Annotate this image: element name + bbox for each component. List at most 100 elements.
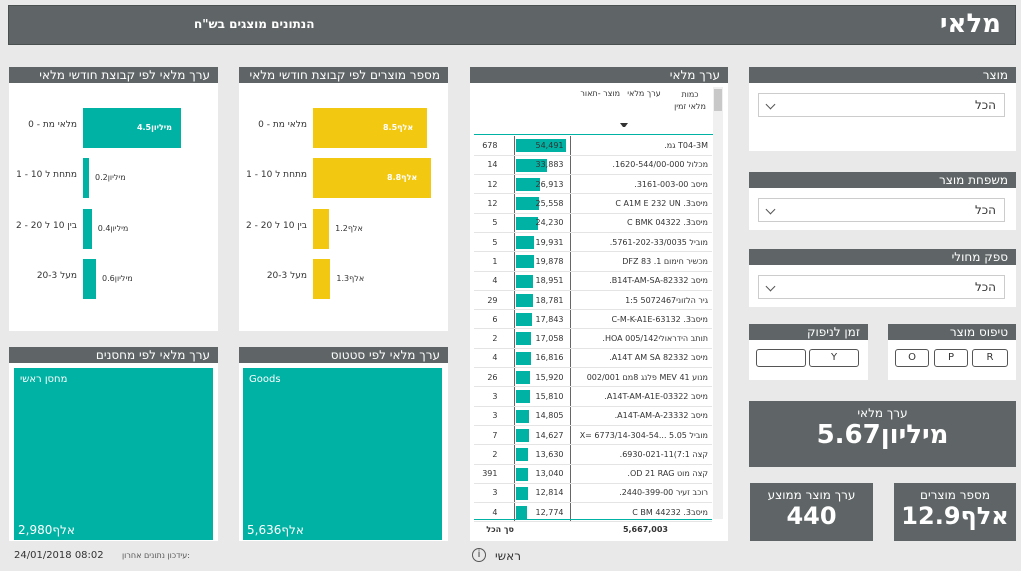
data-label: 8.8אלף — [387, 173, 418, 182]
chart-bar[interactable] — [313, 158, 431, 198]
supplier-dropdown[interactable]: הכל — [758, 275, 1005, 299]
value-number: 15,810 — [535, 392, 564, 401]
category-label: בין 10 ל 20 - 2 — [246, 221, 307, 231]
table-row[interactable]: 7 14,627 מוביל X= 6773/14-304-54... 5.05 — [474, 425, 712, 446]
desc-cell: מוביל X= 6773/14-304-54... 5.05 — [570, 425, 712, 446]
option-p-button[interactable]: P — [934, 349, 968, 367]
value-databar — [515, 351, 531, 365]
treemap-title: ערך מלאי לפי מחסנים — [9, 347, 218, 363]
table-scrollbar[interactable] — [713, 87, 723, 519]
info-icon[interactable]: i — [472, 548, 486, 562]
slicer-title: טיפוס מוצר — [888, 324, 1016, 340]
value-number: 13,630 — [535, 449, 564, 459]
desc-cell: מיסבC BMK 04322 .3 — [570, 213, 712, 233]
value-databar — [515, 448, 528, 462]
data-label: 8.5אלף — [382, 123, 414, 132]
product-type-slicer: טיפוס מוצר R P O — [888, 324, 1016, 380]
table-row[interactable]: 2 17,058 תותב הידראוליHOA 005/142. — [474, 328, 712, 349]
inventory-value-kpi: ערך מלאי 5.67מיליון — [749, 401, 1016, 467]
category-label: בין 10 ל 20 - 2 — [16, 221, 77, 231]
desc-cell: מיסב A14T-AM-A1E-03322. — [570, 386, 712, 407]
treemap-tile-goods[interactable]: Goods 5,636אלף — [243, 368, 442, 540]
value-cell: 12,814 — [513, 483, 571, 504]
chart-bar[interactable] — [83, 209, 92, 249]
table-row[interactable]: 4 16,816 מיסב A14T AM SA 82332. — [474, 348, 712, 369]
category-label: מתחת ל 10 - 1 — [246, 170, 307, 180]
value-databar — [515, 506, 527, 520]
value-databar — [515, 255, 534, 269]
table-row[interactable]: 5 19,931 מוביל 5761-202-33/0035. — [474, 232, 712, 253]
desc-cell: מכשיר חימום DFZ 83 .1 — [570, 251, 712, 272]
value-cell: 25,558 — [513, 193, 571, 214]
desc-cell: T04-3M גמ. — [570, 136, 712, 156]
chart-bar[interactable] — [83, 108, 181, 148]
table-row[interactable]: 12 26,913 מיסב 3161-003-00. — [474, 174, 712, 195]
tile-label: מחסן ראשי — [20, 374, 68, 385]
option-r-button[interactable]: R — [972, 349, 1008, 367]
table-row[interactable]: 26 15,920 מנוע MEV 41 פלנג 8מם 002/001 — [474, 367, 712, 388]
chart-bar[interactable] — [313, 209, 330, 249]
desc-cell: מיסב 3161-003-00. — [570, 174, 712, 195]
value-number: 19,878 — [535, 256, 564, 266]
table-row[interactable]: 1 19,878 מכשיר חימום DFZ 83 .1 — [474, 251, 712, 272]
option-o-button[interactable]: O — [895, 349, 929, 367]
chart-bar[interactable] — [83, 158, 89, 198]
treemap-tile-main-warehouse[interactable]: מחסן ראשי 2,980אלף — [14, 368, 213, 540]
chart-bar[interactable] — [313, 108, 427, 148]
value-databar — [515, 274, 533, 288]
table-row[interactable]: 5 24,230 מיסבC BMK 04322 .3 — [474, 213, 712, 233]
table-row[interactable]: 4 18,951 מיסב B14T-AM-SA-82332. — [474, 271, 712, 291]
avg-value-kpi: ערך מוצר ממוצע 440 — [750, 483, 873, 541]
qty-cell: 4 — [474, 271, 514, 291]
desc-cell: מיסבC-M-K-A1E-63132 .3 — [570, 309, 712, 330]
desc-cell: קצה מוט OD 21 RAG. — [570, 464, 712, 484]
total-label: סך הכל — [486, 525, 514, 534]
table-row[interactable]: 14 33,883 מכלול 1620-544/00-000. — [474, 155, 712, 176]
qty-cell: 1 — [474, 251, 514, 272]
page-tab-main[interactable]: ראשי — [495, 549, 521, 563]
page-title: מלאי — [939, 9, 1001, 39]
table-row[interactable]: 3 12,814 רוכב זעיר 2440-399-00. — [474, 483, 712, 504]
table-row[interactable]: 29 18,781 גיר הלזוני5072467 1:5 — [474, 290, 712, 311]
desc-cell: מכלול 1620-544/00-000. — [570, 155, 712, 176]
table-row[interactable]: 391 13,040 קצה מוט OD 21 RAG. — [474, 464, 712, 484]
table-header: כמות מלאי זמין ערך מלאי מוצר -תאור — [474, 87, 716, 135]
kpi-label: מספר מוצרים — [920, 488, 990, 502]
table-total-row: 5,667,003 סך הכל — [474, 519, 712, 539]
value-cell: 26,913 — [513, 174, 571, 195]
value-number: 19,931 — [535, 237, 564, 247]
chart-bar[interactable] — [313, 259, 331, 299]
table-row[interactable]: 6 17,843 מיסבC-M-K-A1E-63132 .3 — [474, 309, 712, 330]
option-blank-button[interactable] — [756, 349, 806, 367]
qty-cell: 2 — [474, 328, 514, 349]
tile-label: Goods — [249, 374, 281, 385]
table-row[interactable]: 4 12,774 מיסבC BM 44232 .3 — [474, 502, 712, 523]
chart-plot: מלאי מת - 0 8.5אלף מתחת ל 10 - 1 8.8אלף בין … — [239, 83, 448, 331]
product-dropdown[interactable]: הכל — [758, 93, 1005, 117]
last-update-date: 24/01/2018 08:02 — [14, 550, 104, 561]
product-slicer: מוצר הכל — [749, 67, 1016, 151]
qty-cell: 3 — [474, 386, 514, 407]
table-row[interactable]: 2 13,630 קצה 7:1)6930-021-11. — [474, 444, 712, 465]
desc-header[interactable]: מוצר -תאור — [580, 89, 620, 98]
dropdown-value: הכל — [974, 280, 996, 294]
family-dropdown[interactable]: הכל — [758, 198, 1005, 222]
value-header[interactable]: ערך מלאי — [627, 89, 661, 98]
value-databar — [515, 293, 533, 307]
table-row[interactable]: 12 25,558 מיסבC A1M E 232 UN .3 — [474, 193, 712, 214]
table-row[interactable]: 3 15,810 מיסב A14T-AM-A1E-03322. — [474, 386, 712, 407]
value-number: 25,558 — [535, 199, 564, 209]
value-number: 24,230 — [535, 218, 564, 228]
table-row[interactable]: 678 54,491 T04-3M גמ. — [474, 136, 712, 156]
value-cell: 19,931 — [513, 232, 571, 253]
table-row[interactable]: 3 14,805 מיסב A14T-AM-A-23332. — [474, 406, 712, 426]
value-number: 26,913 — [535, 179, 564, 189]
desc-cell: מיסב B14T-AM-SA-82332. — [570, 271, 712, 291]
option-y-button[interactable]: Y — [809, 349, 859, 367]
value-number: 16,816 — [535, 353, 564, 363]
qty-header[interactable]: כמות מלאי זמין — [674, 90, 706, 111]
value-number: 14,805 — [535, 411, 564, 421]
slicer-title: מוצר — [749, 67, 1016, 83]
chart-bar[interactable] — [83, 259, 97, 299]
scrollbar-thumb[interactable] — [714, 89, 722, 111]
